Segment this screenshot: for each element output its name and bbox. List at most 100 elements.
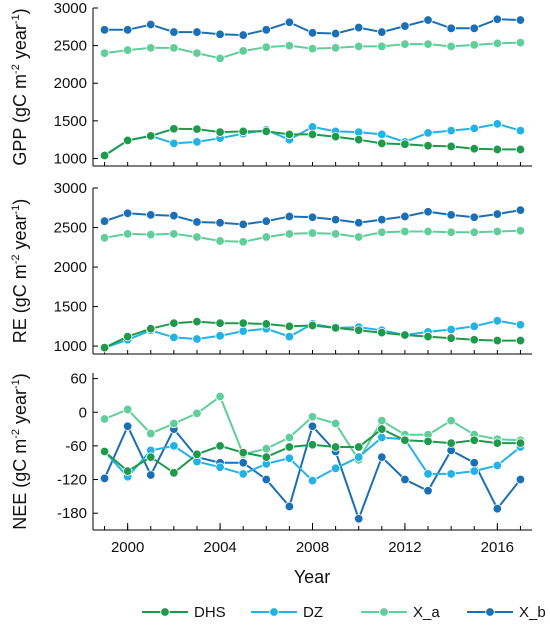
series-dz xyxy=(99,119,526,161)
data-point xyxy=(99,216,110,226)
data-point xyxy=(400,330,410,340)
data-point xyxy=(238,219,248,230)
data-point xyxy=(261,319,271,329)
series-dhs xyxy=(99,424,526,478)
y-tick-label: 3000 xyxy=(54,180,87,197)
y-axis-title-superscript: -1 xyxy=(10,379,22,389)
data-point xyxy=(192,48,202,58)
data-point xyxy=(192,27,202,37)
data-point xyxy=(354,134,364,145)
data-point xyxy=(261,25,271,35)
y-axis-title-part: year xyxy=(10,24,30,64)
data-point xyxy=(469,123,479,134)
legend: DHS DZ X_a X_b xyxy=(142,604,546,621)
data-point xyxy=(330,442,341,452)
data-point xyxy=(492,209,503,219)
data-point xyxy=(423,226,433,237)
legend-label: DZ xyxy=(303,604,323,621)
data-point xyxy=(238,326,248,336)
data-point xyxy=(192,217,202,227)
data-point xyxy=(492,38,503,49)
data-point xyxy=(261,474,271,485)
data-point xyxy=(330,214,341,225)
data-point xyxy=(215,331,225,341)
data-point xyxy=(377,432,387,443)
data-point xyxy=(400,435,410,445)
y-tick-label: 1500 xyxy=(54,299,87,316)
data-point xyxy=(330,229,341,239)
data-point xyxy=(515,335,526,346)
data-point xyxy=(284,321,295,332)
data-point xyxy=(146,229,156,240)
data-point xyxy=(192,408,202,419)
data-point xyxy=(515,144,526,155)
data-point xyxy=(492,14,503,24)
data-point xyxy=(446,125,456,136)
data-point xyxy=(238,447,248,458)
data-point xyxy=(169,441,179,451)
y-tick-label: -60 xyxy=(65,438,87,455)
data-point xyxy=(377,27,387,37)
data-point xyxy=(284,453,295,463)
data-point xyxy=(169,229,179,239)
data-point xyxy=(215,391,225,402)
y-axis-title-part: year xyxy=(10,214,30,254)
data-point xyxy=(169,138,179,149)
y-tick-label: 2500 xyxy=(54,38,87,55)
data-point xyxy=(146,452,156,462)
data-point xyxy=(354,325,364,335)
data-point xyxy=(261,232,271,242)
data-point xyxy=(307,212,318,222)
y-tick-label: 1500 xyxy=(54,113,87,130)
data-point xyxy=(515,205,526,215)
data-point xyxy=(307,475,318,486)
data-point xyxy=(307,129,318,140)
data-point xyxy=(215,218,225,228)
data-point xyxy=(492,144,503,155)
data-point xyxy=(284,129,295,140)
data-point xyxy=(515,225,526,236)
data-point xyxy=(446,23,456,34)
y-axis-title: RE (gC m-2 year-1) xyxy=(10,199,30,344)
data-point xyxy=(423,207,433,217)
data-point xyxy=(215,53,225,64)
data-point xyxy=(238,318,248,328)
y-axis-title-part: year xyxy=(10,389,30,429)
data-point xyxy=(284,211,295,222)
data-point xyxy=(122,466,133,476)
data-point xyxy=(169,418,179,429)
data-point xyxy=(122,404,133,415)
data-point xyxy=(169,27,179,37)
data-point xyxy=(238,126,248,137)
data-point xyxy=(238,46,248,56)
data-point xyxy=(515,15,526,25)
data-point xyxy=(469,227,479,237)
data-point xyxy=(215,29,225,40)
panel-1: 1000 1500 2000 2500 3000 GPP (gC m-2 year-1) xyxy=(10,0,532,167)
data-point xyxy=(492,226,503,237)
data-point xyxy=(192,232,202,242)
data-point xyxy=(469,212,479,222)
data-point xyxy=(99,414,110,424)
data-point xyxy=(307,28,318,38)
data-point xyxy=(423,331,433,342)
data-point xyxy=(377,452,387,462)
data-point xyxy=(446,324,456,335)
x-tick-label: 2004 xyxy=(203,539,236,556)
data-point xyxy=(423,128,433,138)
y-tick-label: 2500 xyxy=(54,220,87,237)
series-x-b xyxy=(99,14,526,40)
y-axis-title-part: GPP (gC m xyxy=(10,74,30,166)
data-point xyxy=(146,19,156,30)
x-tick-label: 2000 xyxy=(111,539,144,556)
data-point xyxy=(446,438,456,448)
legend-item-x-a: X_a xyxy=(361,604,440,621)
data-point xyxy=(99,150,110,161)
data-point xyxy=(515,125,526,136)
data-point xyxy=(169,124,179,134)
data-point xyxy=(400,21,410,31)
data-point xyxy=(446,141,456,152)
data-point xyxy=(122,421,133,431)
data-point xyxy=(122,229,133,239)
